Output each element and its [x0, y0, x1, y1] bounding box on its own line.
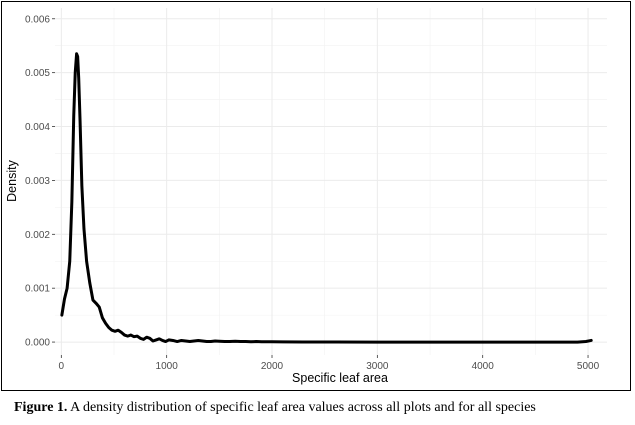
y-tick-label: 0.000 — [25, 338, 50, 349]
x-tick-label: 0 — [59, 361, 65, 372]
x-axis-title: Specific leaf area — [292, 371, 388, 385]
y-tick-label: 0.003 — [25, 176, 50, 187]
grid-lines — [55, 8, 607, 355]
axis-ticks: 0 1000 2000 3000 4000 5000 0.000 0.001 0.002 0.00… — [25, 14, 600, 372]
density-chart: 0 1000 2000 3000 4000 5000 0.000 0.001 0.002 0.00… — [5, 8, 607, 385]
density-series — [60, 52, 593, 344]
x-tick-label: 2000 — [261, 361, 284, 372]
x-tick-label: 5000 — [577, 361, 600, 372]
caption-label: Figure 1. — [14, 400, 68, 415]
density-line — [60, 52, 593, 344]
x-tick-label: 1000 — [156, 361, 179, 372]
y-tick-label: 0.006 — [25, 14, 50, 25]
y-tick-label: 0.004 — [25, 122, 50, 133]
x-tick-label: 3000 — [366, 361, 389, 372]
y-axis-title: Density — [5, 159, 19, 201]
y-tick-label: 0.002 — [25, 230, 50, 241]
caption-text: A density distribution of specific leaf … — [67, 400, 536, 415]
y-tick-label: 0.005 — [25, 68, 50, 79]
x-tick-label: 4000 — [472, 361, 495, 372]
y-tick-label: 0.001 — [25, 284, 50, 295]
figure-caption: Figure 1. A density distribution of spec… — [14, 400, 629, 416]
